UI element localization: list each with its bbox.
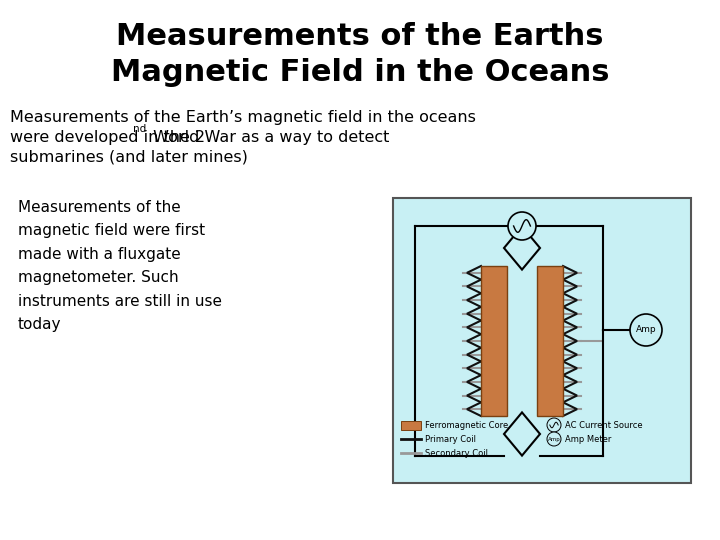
- Text: AC Current Source: AC Current Source: [565, 421, 643, 429]
- Text: Amp Meter: Amp Meter: [565, 435, 611, 443]
- Circle shape: [547, 418, 561, 432]
- Text: Magnetic Field in the Oceans: Magnetic Field in the Oceans: [111, 58, 609, 87]
- Polygon shape: [504, 413, 540, 456]
- Circle shape: [630, 314, 662, 346]
- Bar: [481, 266, 507, 416]
- Bar: [393, 198, 691, 483]
- Text: Measurements of the
magnetic field were first
made with a fluxgate
magnetometer.: Measurements of the magnetic field were …: [18, 200, 222, 332]
- Text: Amp: Amp: [548, 436, 560, 442]
- Text: Ferromagnetic Core: Ferromagnetic Core: [425, 421, 508, 430]
- Text: nd: nd: [133, 124, 146, 134]
- Circle shape: [547, 432, 561, 446]
- Polygon shape: [504, 226, 540, 269]
- Text: were developed in the 2: were developed in the 2: [10, 130, 205, 145]
- Text: Secondary Coil: Secondary Coil: [425, 449, 488, 457]
- Text: Primary Coil: Primary Coil: [425, 435, 476, 443]
- Text: Amp: Amp: [636, 326, 657, 334]
- Circle shape: [508, 212, 536, 240]
- Text: Measurements of the Earth’s magnetic field in the oceans: Measurements of the Earth’s magnetic fie…: [10, 110, 476, 125]
- Bar: [401, 421, 421, 430]
- Bar: [537, 266, 563, 416]
- Text: World War as a way to detect: World War as a way to detect: [148, 130, 390, 145]
- Text: submarines (and later mines): submarines (and later mines): [10, 150, 248, 165]
- Text: Measurements of the Earths: Measurements of the Earths: [116, 22, 604, 51]
